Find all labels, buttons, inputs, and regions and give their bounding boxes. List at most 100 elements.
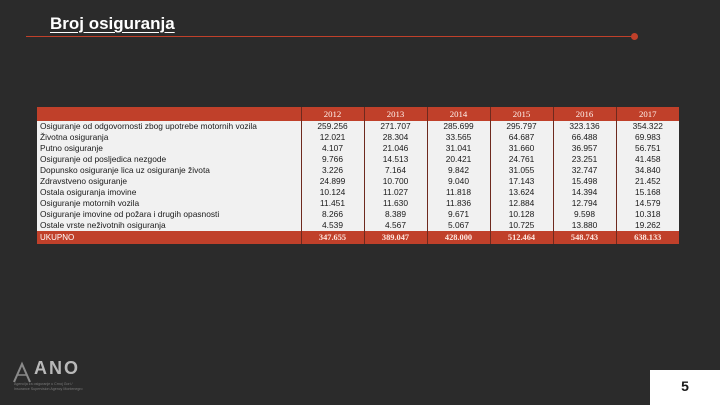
year-header: 2017 [615, 107, 679, 121]
cell-value: 9.842 [426, 165, 490, 176]
cell-value: 31.660 [489, 143, 553, 154]
year-header: 2012 [300, 107, 364, 121]
cell-value: 11.027 [363, 187, 427, 198]
year-header: 2014 [426, 107, 490, 121]
cell-value: 354.322 [615, 121, 679, 132]
cell-value: 10.700 [363, 176, 427, 187]
title-underline [26, 36, 634, 37]
cell-value: 259.256 [300, 121, 364, 132]
cell-value: 10.725 [489, 220, 553, 231]
cell-value: 21.046 [363, 143, 427, 154]
cell-value: 28.304 [363, 132, 427, 143]
page-number: 5 [681, 378, 689, 394]
cell-value: 12.884 [489, 198, 553, 209]
cell-value: 15.498 [552, 176, 616, 187]
cell-value: 31.055 [489, 165, 553, 176]
year-header: 2015 [489, 107, 553, 121]
cell-value: 17.143 [489, 176, 553, 187]
cell-value: 10.124 [300, 187, 364, 198]
total-value: 389.047 [363, 231, 427, 244]
table-row: Životna osiguranja 12.021 28.304 33.565 … [37, 132, 679, 143]
cell-value: 34.840 [615, 165, 679, 176]
row-label: Životna osiguranja [37, 132, 301, 143]
cell-value: 12.794 [552, 198, 616, 209]
cell-value: 9.766 [300, 154, 364, 165]
cell-value: 19.262 [615, 220, 679, 231]
total-row: UKUPNO 347.655 389.047 428.000 512.464 5… [37, 231, 679, 244]
row-label: Ostala osiguranja imovine [37, 187, 301, 198]
row-label: Dopunsko osiguranje lica uz osiguranje ž… [37, 165, 301, 176]
table-row: Osiguranje motornih vozila 11.451 11.630… [37, 198, 679, 209]
cell-value: 9.040 [426, 176, 490, 187]
year-header: 2016 [552, 107, 616, 121]
total-label: UKUPNO [37, 231, 301, 244]
cell-value: 8.389 [363, 209, 427, 220]
table-header-corner [37, 107, 301, 121]
year-header: 2013 [363, 107, 427, 121]
table-row: Dopunsko osiguranje lica uz osiguranje ž… [37, 165, 679, 176]
slide-title: Broj osiguranja [50, 14, 175, 33]
cell-value: 32.747 [552, 165, 616, 176]
cell-value: 10.318 [615, 209, 679, 220]
total-value: 548.743 [552, 231, 616, 244]
total-value: 347.655 [300, 231, 364, 244]
cell-value: 295.797 [489, 121, 553, 132]
cell-value: 10.128 [489, 209, 553, 220]
cell-value: 31.041 [426, 143, 490, 154]
row-label: Osiguranje od posljedica nezgode [37, 154, 301, 165]
table-row: Osiguranje od posljedica nezgode 9.766 1… [37, 154, 679, 165]
cell-value: 3.226 [300, 165, 364, 176]
cell-value: 4.107 [300, 143, 364, 154]
cell-value: 4.567 [363, 220, 427, 231]
cell-value: 33.565 [426, 132, 490, 143]
cell-value: 24.761 [489, 154, 553, 165]
total-value: 512.464 [489, 231, 553, 244]
agency-logo-icon [13, 361, 31, 383]
row-label: Osiguranje imovine od požara i drugih op… [37, 209, 301, 220]
cell-value: 14.513 [363, 154, 427, 165]
cell-value: 12.021 [300, 132, 364, 143]
table-row: Putno osiguranje 4.107 21.046 31.041 31.… [37, 143, 679, 154]
row-label: Osiguranje motornih vozila [37, 198, 301, 209]
cell-value: 11.451 [300, 198, 364, 209]
cell-value: 13.624 [489, 187, 553, 198]
cell-value: 24.899 [300, 176, 364, 187]
cell-value: 285.699 [426, 121, 490, 132]
cell-value: 14.579 [615, 198, 679, 209]
cell-value: 13.880 [552, 220, 616, 231]
insurance-count-table: 2012 2013 2014 2015 2016 2017 Osiguranje… [37, 107, 679, 244]
table-row: Zdravstveno osiguranje 24.899 10.700 9.0… [37, 176, 679, 187]
row-label: Putno osiguranje [37, 143, 301, 154]
cell-value: 11.836 [426, 198, 490, 209]
table-header-row: 2012 2013 2014 2015 2016 2017 [37, 107, 679, 121]
cell-value: 23.251 [552, 154, 616, 165]
cell-value: 56.751 [615, 143, 679, 154]
title-underline-dot [631, 33, 638, 40]
data-table: 2012 2013 2014 2015 2016 2017 Osiguranje… [37, 107, 679, 244]
cell-value: 9.598 [552, 209, 616, 220]
cell-value: 41.458 [615, 154, 679, 165]
table-row: Osiguranje imovine od požara i drugih op… [37, 209, 679, 220]
table-row: Ostale vrste neživotnih osiguranja 4.539… [37, 220, 679, 231]
logo-tagline: Agencija za osiguranje u Crnoj Gori / In… [14, 382, 83, 391]
page-number-box: 5 [650, 370, 720, 405]
cell-value: 271.707 [363, 121, 427, 132]
row-label: Ostale vrste neživotnih osiguranja [37, 220, 301, 231]
table-row: Osiguranje od odgovornosti zbog upotrebe… [37, 121, 679, 132]
logo-wordmark: ANO [34, 358, 80, 378]
row-label: Zdravstveno osiguranje [37, 176, 301, 187]
cell-value: 15.168 [615, 187, 679, 198]
cell-value: 36.957 [552, 143, 616, 154]
total-value: 638.133 [615, 231, 679, 244]
cell-value: 323.136 [552, 121, 616, 132]
cell-value: 64.687 [489, 132, 553, 143]
cell-value: 66.488 [552, 132, 616, 143]
table-row: Ostala osiguranja imovine 10.124 11.027 … [37, 187, 679, 198]
total-value: 428.000 [426, 231, 490, 244]
cell-value: 69.983 [615, 132, 679, 143]
cell-value: 7.164 [363, 165, 427, 176]
cell-value: 20.421 [426, 154, 490, 165]
cell-value: 9.671 [426, 209, 490, 220]
cell-value: 14.394 [552, 187, 616, 198]
cell-value: 8.266 [300, 209, 364, 220]
